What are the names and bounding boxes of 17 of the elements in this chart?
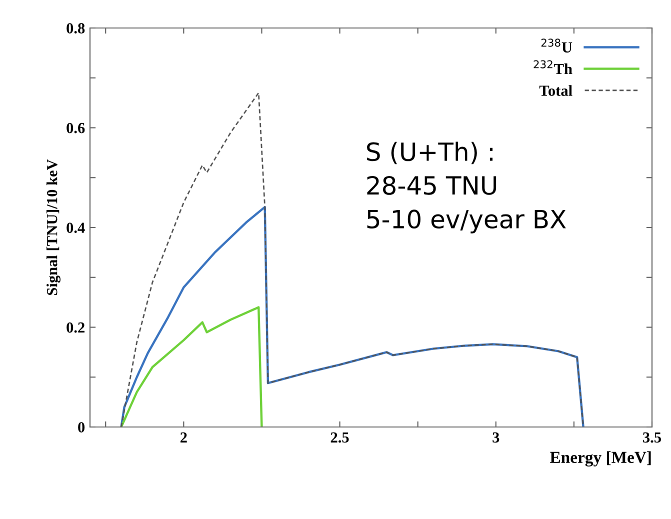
x-tick-label: 2 (180, 432, 187, 442)
x-tick-label: 3 (492, 432, 500, 443)
x-axis-title: Energy [MeV] (550, 451, 651, 467)
y-tick-label: 0.2 (66, 322, 84, 333)
line-series (120, 306, 263, 427)
line-series (120, 206, 584, 427)
x-tick-label: 2.5 (330, 432, 349, 443)
y-tick-label: 0.4 (66, 222, 85, 234)
y-axis-title: Signal [TNU]/10 keV (46, 159, 60, 296)
legend-label: Total (539, 85, 572, 96)
annotation: S (U+Th) : 28-45 TNU 5-10 ev/year BX (367, 142, 566, 234)
legend-label: $^{232}$Th (534, 60, 572, 74)
x-tick-label: 3.5 (643, 432, 661, 443)
y-tick-label: 0 (78, 422, 85, 432)
y-tick-label: 0.8 (66, 23, 85, 34)
y-tick-label: 0.6 (66, 122, 85, 134)
legend-label: $^{238}$U (541, 38, 572, 53)
